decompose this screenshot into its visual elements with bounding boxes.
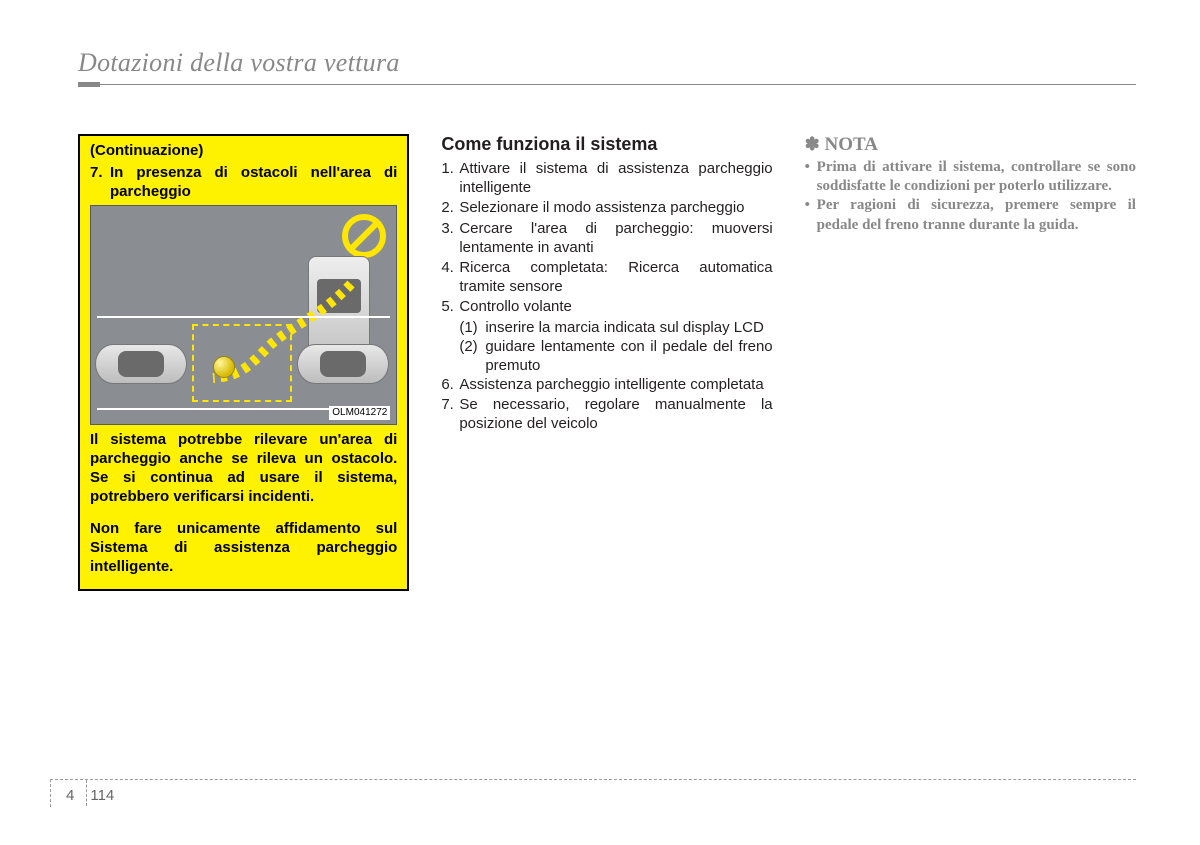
howitworks-heading: Come funziona il sistema [441,134,772,155]
page-header-title: Dotazioni della vostra vettura [78,48,1136,78]
sublist-item: (1)inserire la marcia indicata sul displ… [459,318,772,337]
list-item: 1.Attivare il sistema di assistenza parc… [441,159,772,197]
asterisk-icon: ✽ [805,134,820,154]
parked-car-right [297,344,389,384]
warning-item-num: 7. [90,164,108,202]
warning-paragraph-1: Il sistema potrebbe rilevare un'area di … [90,431,397,506]
howitworks-list: 1.Attivare il sistema di assistenza parc… [441,159,772,434]
warning-item: 7. In presenza di ostacoli nell'area di … [90,164,397,202]
warning-continuation: (Continuazione) [90,142,397,161]
road-area [97,316,390,410]
parking-slot [192,324,292,402]
header-rule [78,84,1136,94]
howitworks-sublist: (1)inserire la marcia indicata sul displ… [441,318,772,376]
nota-heading: ✽ NOTA [805,134,1136,156]
col-warning: (Continuazione) 7. In presenza di ostaco… [78,134,409,591]
warning-item-text: In presenza di ostacoli nell'area di par… [108,164,397,202]
col-nota: ✽ NOTA •Prima di attivare il sistema, co… [805,134,1136,591]
parked-car-left [95,344,187,384]
list-item: 3.Cercare l'area di parcheggio: muoversi… [441,219,772,257]
content-columns: (Continuazione) 7. In presenza di ostaco… [78,134,1136,591]
list-item: 7.Se necessario, regolare manualmente la… [441,395,772,433]
list-item: 4.Ricerca completata: Ricerca automatica… [441,258,772,296]
list-item: 6.Assistenza parcheggio intelligente com… [441,375,772,394]
nota-heading-text: NOTA [825,134,878,155]
col-howitworks: Come funziona il sistema 1.Attivare il s… [441,134,772,591]
nota-item: •Prima di attivare il sistema, controlla… [805,158,1136,196]
footer-page: 114 [82,787,114,804]
list-item: 5.Controllo volante [441,297,772,316]
warning-box: (Continuazione) 7. In presenza di ostaco… [78,134,409,591]
list-item: 2.Selezionare il modo assistenza parcheg… [441,198,772,217]
parking-diagram: OLM041272 [90,205,397,425]
page-footer: 4 114 [50,777,1136,813]
diagram-code: OLM041272 [329,406,390,421]
nota-list: •Prima di attivare il sistema, controlla… [805,158,1136,235]
warning-paragraph-2: Non fare unicamente affidamento sul Sist… [90,520,397,576]
footer-section: 4 [66,787,82,804]
nota-item: •Per ragioni di sicurezza, premere sempr… [805,196,1136,234]
sublist-item: (2)guidare lentamente con il pedale del … [459,337,772,375]
